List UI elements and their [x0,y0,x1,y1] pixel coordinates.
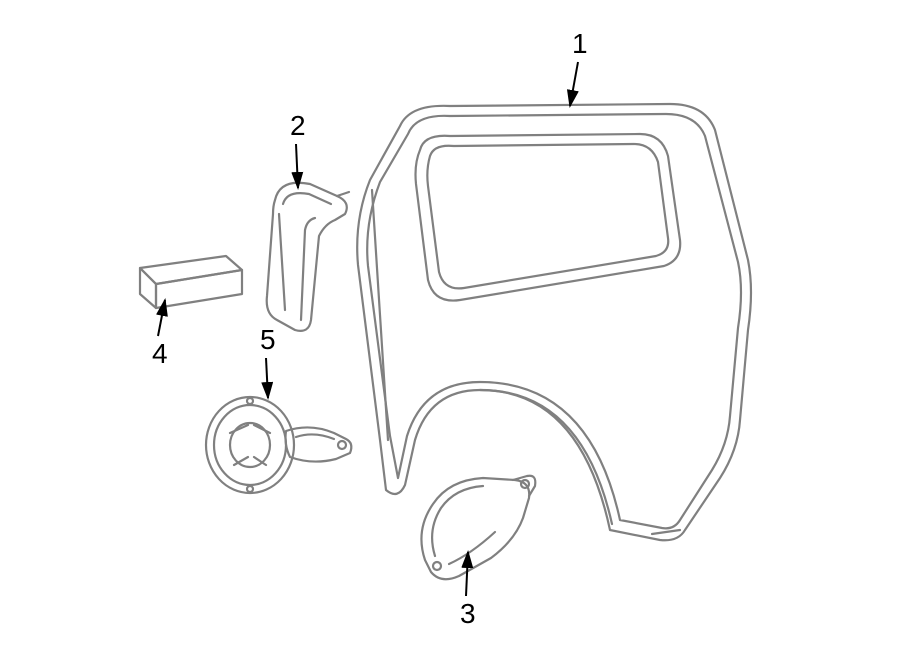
callout-3: 3 [460,600,476,628]
callout-5: 5 [260,326,276,354]
callout-2: 2 [290,112,306,140]
callout-1: 1 [572,30,588,58]
callout-4: 4 [152,340,168,368]
callout-arrows [0,0,900,661]
parts-diagram-canvas: 1 2 3 4 5 [0,0,900,661]
